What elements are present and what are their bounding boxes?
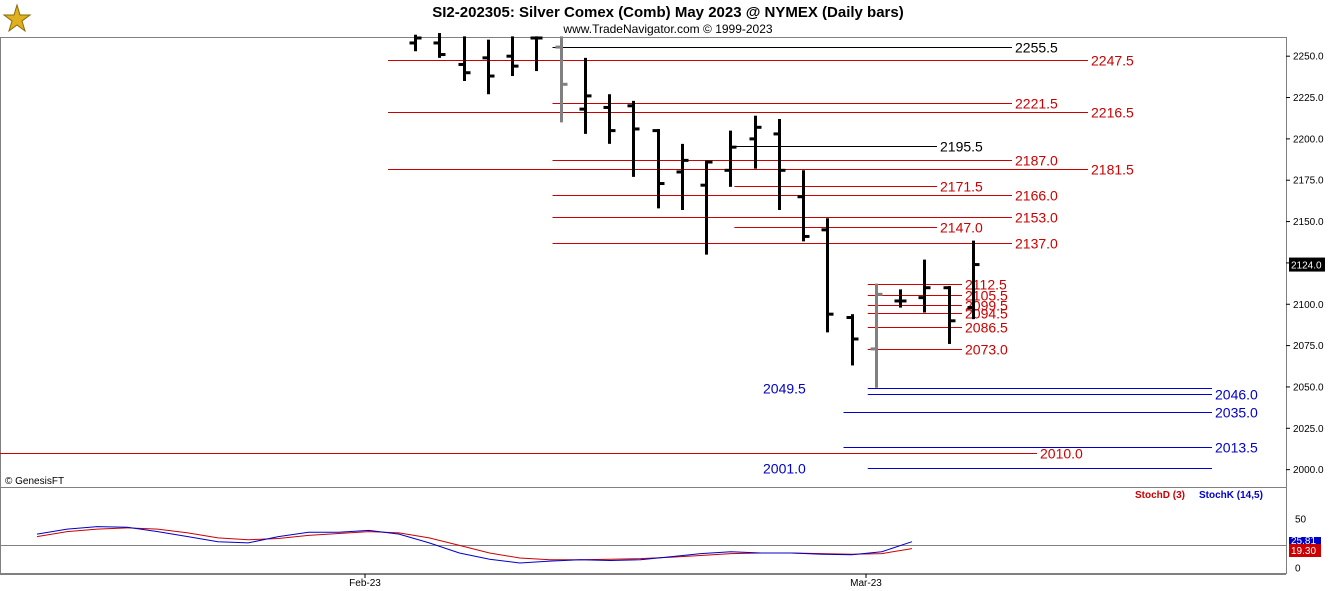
ohlc-bar bbox=[555, 36, 568, 123]
stochd-legend: StochD (3) bbox=[1135, 490, 1185, 501]
ohlc-bar bbox=[506, 36, 519, 77]
header: SI2-202305: Silver Comex (Comb) May 2023… bbox=[2, 3, 904, 36]
stochk-value-label: 25.81 bbox=[1291, 536, 1316, 547]
ohlc-bar bbox=[821, 218, 834, 333]
chart-subtitle: www.TradeNavigator.com © 1999-2023 bbox=[562, 22, 772, 36]
level-label: 2099.5 bbox=[965, 298, 1008, 314]
level-label: 2195.5 bbox=[940, 139, 983, 155]
y-tick-label: 2100.0 bbox=[1293, 300, 1324, 311]
x-tick-label: Mar-23 bbox=[850, 578, 882, 589]
ohlc-bar bbox=[676, 143, 689, 210]
level-label: 2153.0 bbox=[1015, 210, 1058, 226]
y-tick-label: 2025.0 bbox=[1293, 424, 1324, 435]
level-label: 2001.0 bbox=[763, 461, 806, 477]
ohlc-bar bbox=[482, 39, 495, 95]
price-bars bbox=[409, 33, 980, 388]
ohlc-bar bbox=[530, 36, 543, 72]
y-tick-label: 2175.0 bbox=[1293, 176, 1324, 187]
stochk-legend: StochK (14,5) bbox=[1199, 490, 1263, 501]
y-tick-label: 2250.0 bbox=[1293, 52, 1324, 63]
level-label: 2255.5 bbox=[1015, 40, 1058, 56]
ohlc-bar bbox=[700, 160, 713, 255]
ohlc-bar bbox=[579, 57, 592, 134]
ohlc-bar bbox=[724, 130, 737, 187]
y-tick-label: 2075.0 bbox=[1293, 341, 1324, 352]
date-axis: Feb-23 Mar-23 bbox=[0, 574, 1286, 589]
y-tick-label: 2225.0 bbox=[1293, 93, 1324, 104]
y-tick-label: 2150.0 bbox=[1293, 217, 1324, 228]
last-price-label: 2124.0 bbox=[1291, 261, 1322, 272]
ohlc-bar bbox=[918, 259, 931, 313]
ohlc-bar bbox=[749, 115, 762, 169]
ohlc-bar bbox=[603, 94, 616, 144]
copyright-label: © GenesisFT bbox=[5, 476, 64, 487]
price-axis: 2000.02025.02050.02075.02100.02125.02150… bbox=[1286, 52, 1325, 476]
stoch-series-line bbox=[36, 526, 913, 564]
level-lines: 2255.5 2247.5 2221.5 2216.5 2195.5 2187.0 2181… bbox=[0, 40, 1258, 477]
level-label: 2105.5 bbox=[965, 288, 1008, 304]
ohlc-bar bbox=[870, 283, 883, 388]
level-label: 2086.5 bbox=[965, 320, 1008, 336]
ohlc-bar bbox=[433, 33, 446, 58]
level-label: 2171.5 bbox=[940, 179, 983, 195]
level-label: 2181.5 bbox=[1091, 162, 1134, 178]
stochk-value-badge bbox=[1289, 537, 1321, 545]
ohlc-bar bbox=[773, 119, 786, 210]
ohlc-bar bbox=[967, 240, 980, 320]
level-label: 2094.5 bbox=[965, 306, 1008, 322]
ohlc-bar bbox=[458, 36, 471, 81]
level-label: 2221.5 bbox=[1015, 96, 1058, 112]
level-label: 2147.0 bbox=[940, 220, 983, 236]
level-label: 2013.5 bbox=[1215, 440, 1258, 456]
level-label: 2247.5 bbox=[1091, 53, 1134, 69]
level-label: 2187.0 bbox=[1015, 153, 1058, 169]
y-tick-label: 2200.0 bbox=[1293, 134, 1324, 145]
ohlc-bar bbox=[797, 170, 810, 242]
level-label: 2166.0 bbox=[1015, 188, 1058, 204]
level-label: 2073.0 bbox=[965, 342, 1008, 358]
stoch-tick-label: 0 bbox=[1295, 564, 1301, 575]
level-label: 2137.0 bbox=[1015, 236, 1058, 252]
logo-icon bbox=[2, 3, 32, 33]
level-label: 2216.5 bbox=[1091, 105, 1134, 121]
ohlc-bar bbox=[627, 100, 640, 177]
stochd-value-badge bbox=[1289, 544, 1321, 557]
level-label: 2112.5 bbox=[965, 277, 1007, 293]
ohlc-bar bbox=[943, 286, 956, 344]
y-tick-label: 2000.0 bbox=[1293, 465, 1324, 476]
ohlc-bar bbox=[846, 314, 859, 366]
ohlc-bar bbox=[652, 128, 665, 209]
stochd-value-label: 19.30 bbox=[1291, 546, 1316, 557]
level-label: 2049.5 bbox=[763, 381, 806, 397]
level-label: 2035.0 bbox=[1215, 405, 1258, 421]
level-label: 2046.0 bbox=[1215, 387, 1258, 403]
ohlc-bar bbox=[894, 289, 907, 308]
stoch-tick-label: 50 bbox=[1295, 515, 1307, 526]
level-label: 2010.0 bbox=[1040, 446, 1083, 462]
x-tick-label: Feb-23 bbox=[349, 578, 381, 589]
y-tick-label: 2050.0 bbox=[1293, 382, 1324, 393]
ohlc-bar bbox=[409, 34, 422, 52]
last-price-badge bbox=[1289, 257, 1325, 272]
chart-title: SI2-202305: Silver Comex (Comb) May 2023… bbox=[432, 4, 903, 21]
